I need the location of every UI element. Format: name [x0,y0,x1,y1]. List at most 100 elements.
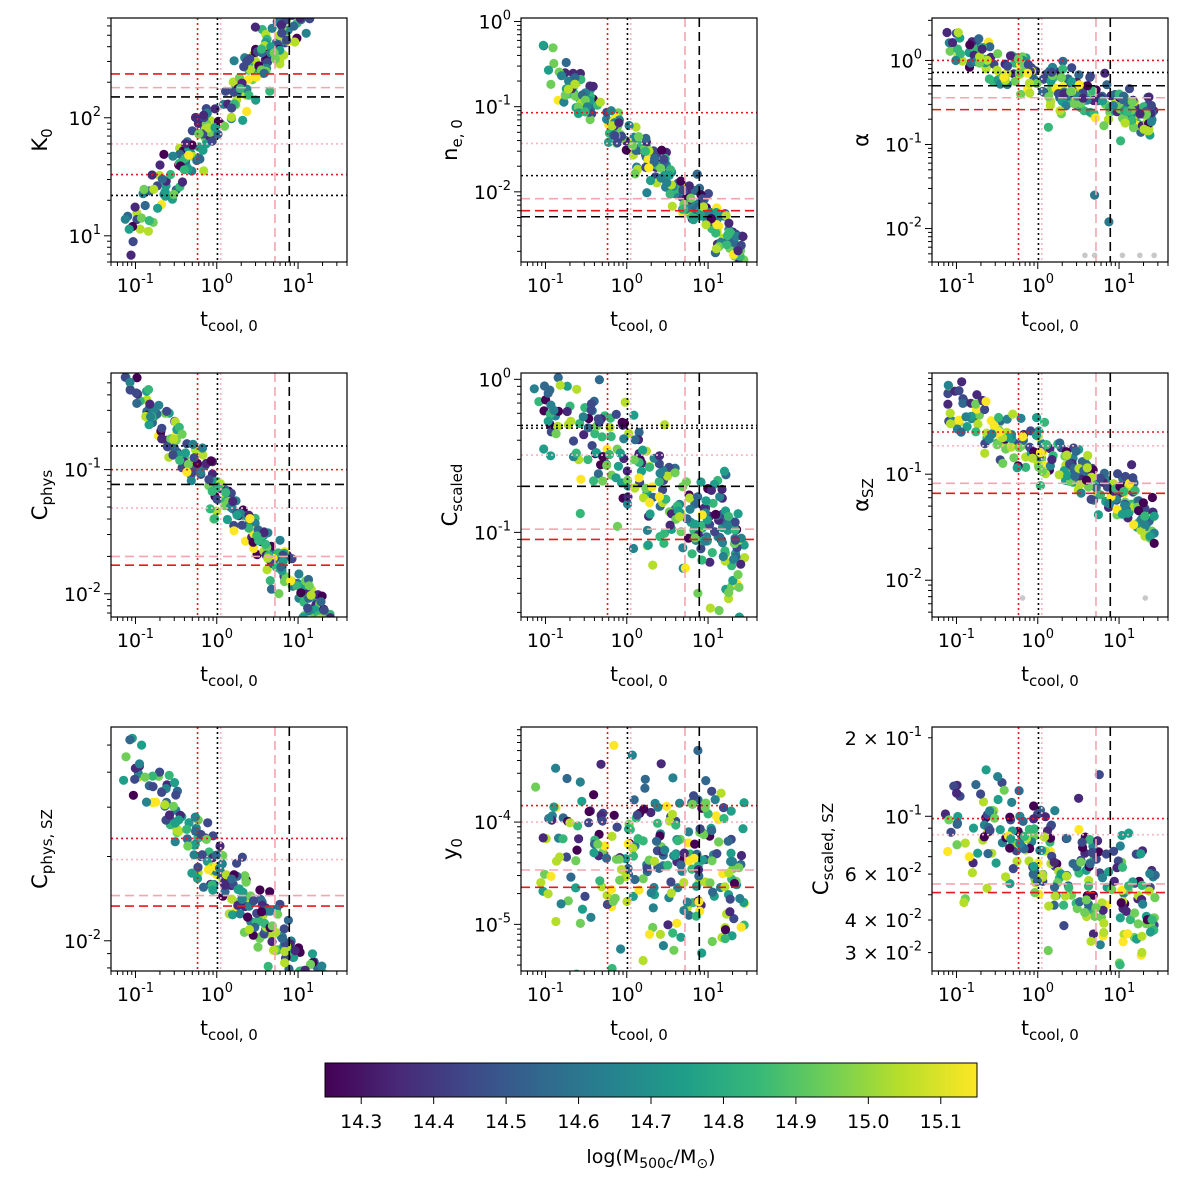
scatter-point [1122,107,1132,117]
scatter-point [298,18,303,19]
scatter-point [275,535,285,545]
scatter-point [615,875,625,885]
axes-frame [931,372,1169,618]
scatter-point [288,8,297,17]
scatter-point [149,184,159,194]
scatter-point [736,559,746,569]
scatter-point [249,896,259,906]
scatter-point [602,114,612,124]
scatter-point [563,896,573,906]
scatter-point [696,477,706,487]
scatter-point [164,770,174,781]
scatter-point [683,533,694,543]
scatter-point [298,0,307,1]
scatter-point [654,863,664,874]
scatter-point [593,839,603,849]
x-axis-label: tcool, 0 [200,662,258,690]
scatter-point [288,2,297,11]
scatter-point [1140,511,1150,521]
scatter-point [305,18,315,24]
scatter-point [711,509,721,519]
scatter-point [1044,92,1054,102]
scatter-point [583,454,593,465]
scatter-point [640,783,650,793]
scatter-point [989,421,999,431]
reference-lines [521,18,757,262]
x-tick-label: 10-1 [527,627,564,652]
scatter-point [571,883,581,893]
x-tick-label: 101 [1103,981,1135,1006]
x-axis-label: tcool, 0 [200,1016,258,1044]
y-tick-label: 6 × 10-2 [845,861,922,886]
axes-frame [520,372,758,618]
scatter-point [675,798,685,808]
scatter-point [1085,835,1095,845]
scatter-point [971,399,981,409]
scatter-point [627,750,637,760]
scatter-point [705,603,716,613]
colorbar-tick-label: 14.8 [702,1111,744,1133]
scatter-point [555,852,565,862]
scatter-point [698,194,708,204]
scatter-point [589,476,599,486]
scatter-point [945,408,955,418]
scatter-point [962,422,972,432]
scatter-point [265,906,275,916]
scatter-point [586,912,596,923]
scatter-point [606,431,616,442]
scatter-point [148,782,158,792]
y-tick-label: 2 × 10-1 [845,725,922,750]
scatter-point [722,230,733,241]
scatter-point [1059,900,1069,910]
scatter-point [1147,915,1157,925]
scatter-point [649,856,660,866]
scatter-point [667,201,677,211]
scatter-point [132,398,142,408]
scatter-point [657,145,667,155]
scatter-point [1083,482,1094,492]
scatter-point [186,476,196,486]
scatter-point [1119,486,1129,497]
reference-lines [932,373,1168,617]
scatter-point [1149,538,1159,549]
scatter-point [653,818,663,828]
scatter-point [593,469,604,479]
scatter-point [290,946,300,956]
colorbar: 14.3 14.4 14.5 14.6 14.7 14.8 14.9 15.0 15.1 log… [324,1062,978,1172]
scatter-point [1102,80,1112,90]
scatter-point [985,42,995,52]
scatter-point [227,103,237,113]
scatter-point [715,492,725,502]
scatter-point [128,790,138,800]
scatter-point [687,549,697,559]
scatter-point [307,949,318,959]
scatter-point [708,498,718,508]
scatter-point [1008,409,1018,419]
scatter-point [707,936,717,947]
scatter-point [584,806,594,817]
scatter-point [711,228,721,238]
scatter-points [940,765,1160,970]
scatter-point [682,897,692,907]
scatter-point [237,894,247,905]
scatter-point [577,796,587,806]
scatter-point [630,169,640,179]
scatter-point [1008,864,1018,874]
scatter-point [1117,830,1127,841]
scatter-point [1025,88,1035,98]
scatter-point [609,740,619,751]
scatter-point [170,837,180,847]
scatter-point [1104,217,1114,227]
axes-frame [931,726,1169,972]
scatter-point [960,838,970,848]
scatter-point [671,820,681,830]
scatter-point [1035,481,1045,491]
scatter-point [1054,470,1064,480]
y-tick-label: 10-2 [474,179,511,204]
scatter-point [1021,462,1031,472]
scatter-point [1128,123,1139,133]
scatter-point [987,429,997,439]
y-axis-label: Cscaled, SZ [809,803,837,895]
scatter-point [330,641,339,650]
scatter-point [314,1003,323,1012]
